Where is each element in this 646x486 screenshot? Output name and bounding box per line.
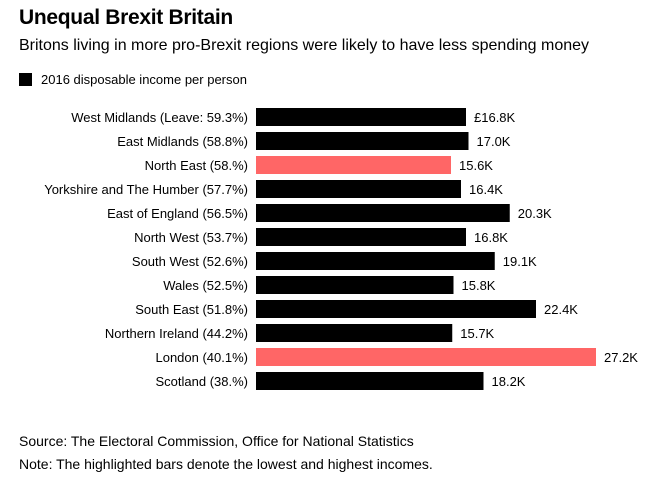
bar-chart: West Midlands (Leave: 59.3%) £16.8K East M… bbox=[44, 108, 638, 390]
category-label: East of England (56.5%) bbox=[107, 206, 248, 221]
bar bbox=[256, 300, 536, 318]
value-label: 27.2K bbox=[604, 350, 638, 365]
value-label: 16.8K bbox=[474, 230, 508, 245]
category-label: Northern Ireland (44.2%) bbox=[105, 326, 248, 341]
bar bbox=[256, 156, 451, 174]
category-label: London (40.1%) bbox=[155, 350, 248, 365]
category-label: South East (51.8%) bbox=[135, 302, 248, 317]
category-label: Scotland (38.%) bbox=[156, 374, 249, 389]
value-label: 17.0K bbox=[477, 134, 511, 149]
legend: 2016 disposable income per person bbox=[19, 72, 247, 87]
bar bbox=[256, 204, 510, 222]
bar bbox=[256, 108, 466, 126]
value-label: 19.1K bbox=[503, 254, 537, 269]
bar bbox=[256, 324, 453, 342]
bar bbox=[256, 252, 495, 270]
value-label: 22.4K bbox=[544, 302, 578, 317]
source-note: Source: The Electoral Commission, Office… bbox=[19, 433, 414, 449]
bar bbox=[256, 348, 596, 366]
value-label: 15.8K bbox=[462, 278, 496, 293]
value-label: 15.7K bbox=[460, 326, 494, 341]
category-label: East Midlands (58.8%) bbox=[117, 134, 248, 149]
footnote: Note: The highlighted bars denote the lo… bbox=[19, 456, 433, 472]
bar bbox=[256, 228, 466, 246]
bar bbox=[256, 132, 469, 150]
category-label: Wales (52.5%) bbox=[163, 278, 248, 293]
bar bbox=[256, 372, 484, 390]
bar bbox=[256, 180, 461, 198]
value-label: 18.2K bbox=[492, 374, 526, 389]
chart-title: Unequal Brexit Britain bbox=[19, 6, 233, 29]
category-label: Yorkshire and The Humber (57.7%) bbox=[44, 182, 248, 197]
legend-label: 2016 disposable income per person bbox=[41, 72, 247, 87]
category-label: North East (58.%) bbox=[145, 158, 248, 173]
legend-swatch bbox=[19, 73, 32, 86]
value-label: 16.4K bbox=[469, 182, 503, 197]
category-label: North West (53.7%) bbox=[134, 230, 248, 245]
chart-subtitle: Britons living in more pro-Brexit region… bbox=[19, 37, 590, 54]
value-label: 20.3K bbox=[518, 206, 552, 221]
value-label: £16.8K bbox=[474, 110, 516, 125]
bar bbox=[256, 276, 454, 294]
category-label: West Midlands (Leave: 59.3%) bbox=[71, 110, 248, 125]
category-label: South West (52.6%) bbox=[132, 254, 248, 269]
value-label: 15.6K bbox=[459, 158, 493, 173]
